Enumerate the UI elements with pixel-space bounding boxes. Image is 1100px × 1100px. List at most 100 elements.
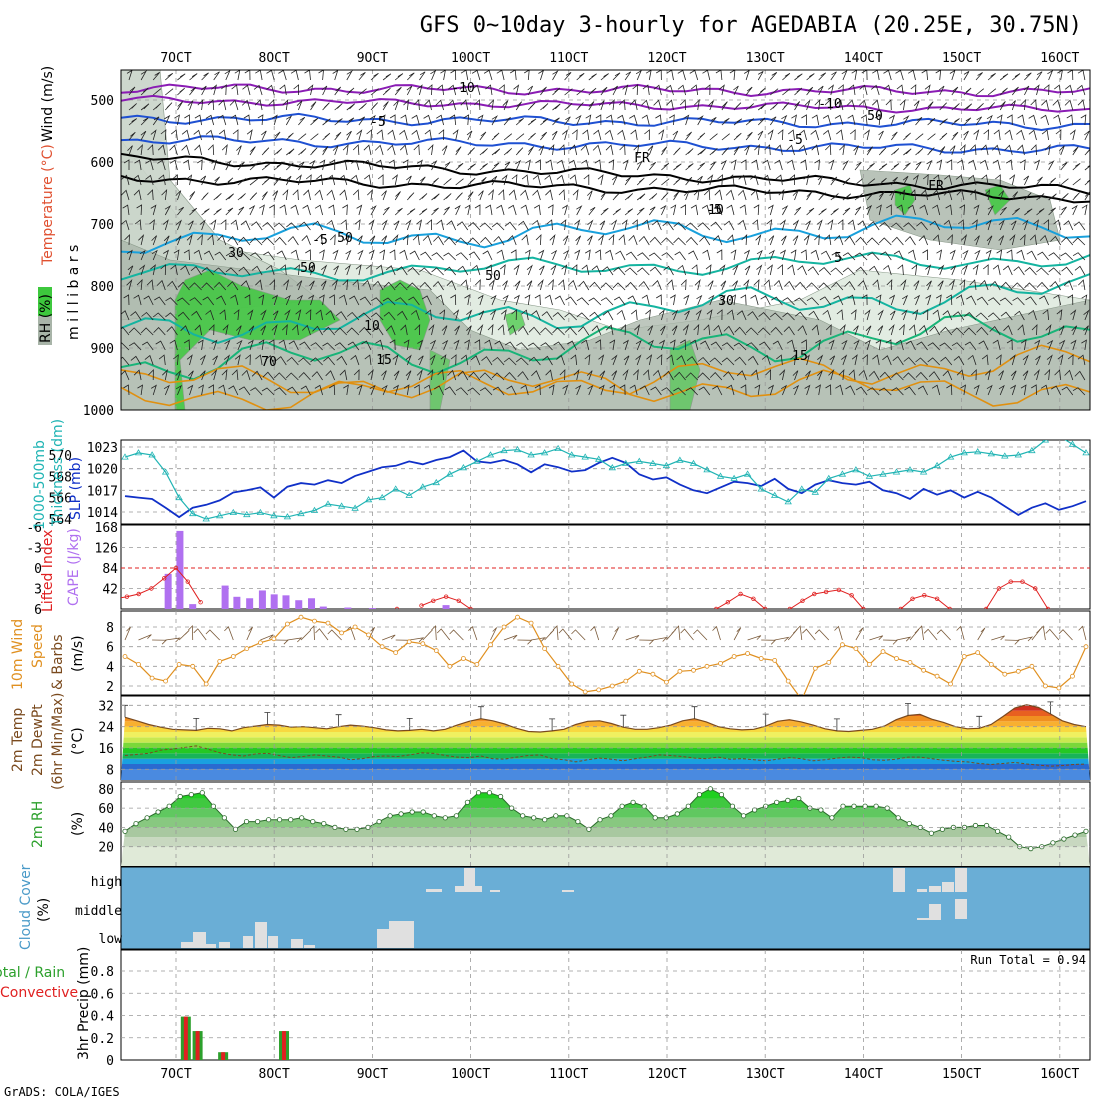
- wind-speed-point: [420, 641, 426, 647]
- cloud-block: [219, 942, 230, 948]
- bottom-tick-label: 12OCT: [647, 1067, 686, 1082]
- wind-barb: [991, 635, 1005, 641]
- slp-panel: 564 566 568 570 1014 1017 1020 1023: [49, 439, 1091, 528]
- ylabel-precip-conv: Convective: [0, 985, 78, 1001]
- rh-point: [188, 791, 194, 798]
- cape-bar: [176, 530, 184, 609]
- cape-bar: [233, 596, 241, 609]
- ylabel-precip-total: Total / Rain: [0, 965, 65, 981]
- rh-point: [906, 820, 912, 827]
- lifted-index-point: [787, 606, 792, 609]
- precip-tick-label: 0.6: [91, 987, 114, 1002]
- wind-barb: [1078, 625, 1087, 641]
- rh-point: [453, 813, 459, 819]
- wind-speed-point: [1070, 673, 1075, 679]
- precip-tick-label: 0.8: [91, 965, 114, 980]
- lifted-index-point: [394, 606, 400, 609]
- slp-tick-label: 1017: [87, 484, 118, 499]
- temp-tick-label: 8: [106, 763, 114, 778]
- wind-speed-point: [136, 662, 141, 667]
- wind-speed-point: [366, 632, 372, 638]
- lifted-index-point: [149, 586, 154, 591]
- wind-barb: [468, 625, 478, 641]
- contour-label: 10: [708, 203, 724, 218]
- rh-point: [210, 803, 216, 809]
- wind-speed-point: [961, 654, 967, 659]
- lifted-index-point: [910, 596, 915, 601]
- wind-barb: [795, 625, 803, 641]
- thickness-point: [622, 459, 630, 466]
- thickness-point: [757, 485, 765, 492]
- wind-barb: [246, 626, 253, 641]
- wind-barb: [625, 635, 640, 641]
- thickness-point: [567, 451, 576, 458]
- pressure-tick-label: 1000: [83, 404, 114, 419]
- top-tick-label: 11OCT: [549, 51, 588, 66]
- top-tick-label: 12OCT: [647, 51, 686, 66]
- wind-speed-point: [745, 651, 750, 656]
- thickness-point: [716, 472, 725, 479]
- wind-barb: [802, 628, 816, 641]
- rh-tick-label: 80: [98, 783, 114, 798]
- cloud-block: [243, 936, 253, 948]
- wind-speed-point: [1083, 644, 1089, 650]
- lifted-index-point: [419, 603, 424, 608]
- cloud-block: [955, 868, 967, 892]
- bottom-tick-label: 10OCT: [451, 1067, 490, 1082]
- wind-speed-point: [393, 650, 399, 655]
- thickness-point: [933, 461, 941, 469]
- temp-band: [121, 726, 1090, 732]
- lifted-index-line: [985, 581, 1049, 609]
- rh-point: [1006, 834, 1012, 840]
- contour-label: 10: [364, 319, 380, 334]
- rh-tick-label: 20: [98, 841, 114, 856]
- thickness-point: [1014, 451, 1023, 458]
- ylabel-speed: Speed: [30, 624, 46, 668]
- cloud-block: [268, 936, 278, 948]
- temp-band: [121, 764, 1090, 770]
- lifted-index-point: [898, 606, 903, 609]
- contour-label: -5: [706, 203, 722, 218]
- bottom-tick-label: 9OCT: [357, 1067, 388, 1082]
- temp-max-marker: [406, 718, 413, 731]
- thickness-point: [960, 449, 968, 456]
- rh-point: [785, 797, 791, 804]
- rh-band: [121, 827, 1090, 838]
- cape-bar: [295, 600, 303, 609]
- wind-speed-point: [650, 671, 656, 677]
- wind-speed-point: [447, 663, 453, 669]
- temp-band: [121, 753, 1090, 759]
- rh-point: [475, 790, 482, 796]
- lifted-index-point: [1033, 586, 1038, 591]
- thickness-point: [202, 515, 210, 522]
- thickness-point: [892, 468, 901, 475]
- contour-20b: [121, 344, 1090, 410]
- thickness-point: [1028, 446, 1036, 454]
- wind-barb: [382, 634, 396, 641]
- cape-panel: 6 3 0 -3 -6 42 84 126 168: [26, 521, 1091, 618]
- thickness-point: [527, 451, 535, 458]
- thickness-point: [1082, 449, 1090, 456]
- rh-point: [398, 811, 404, 817]
- wind-barb: [124, 626, 131, 641]
- ylabel-millibars: m i l l i b a r s: [66, 245, 82, 340]
- rh-contour-label: 50: [300, 261, 316, 276]
- rh-contour-label: 50: [867, 109, 883, 124]
- top-tick-label: 16OCT: [1040, 51, 1079, 66]
- rh-point: [553, 813, 559, 819]
- wind-speed-point: [176, 662, 182, 667]
- contour-minus5b: [121, 135, 1090, 154]
- wind-speed-point: [379, 644, 385, 650]
- wind-barb: [1045, 628, 1060, 641]
- contour-minus10b: [121, 94, 1090, 114]
- thickness-point: [865, 472, 874, 479]
- ylabel-thickness1: 1000-500mb: [32, 440, 48, 530]
- ylabel-rh2m: 2m RH: [30, 801, 46, 848]
- wind-speed-point: [826, 660, 832, 665]
- wind-speed-point: [271, 636, 277, 642]
- bottom-tick-label: 13OCT: [746, 1067, 785, 1082]
- rh-point: [177, 793, 183, 800]
- wind-barb: [503, 634, 518, 641]
- ylabel-minmax: (6hr Min/Max): [50, 693, 66, 790]
- thickness-point: [215, 512, 224, 519]
